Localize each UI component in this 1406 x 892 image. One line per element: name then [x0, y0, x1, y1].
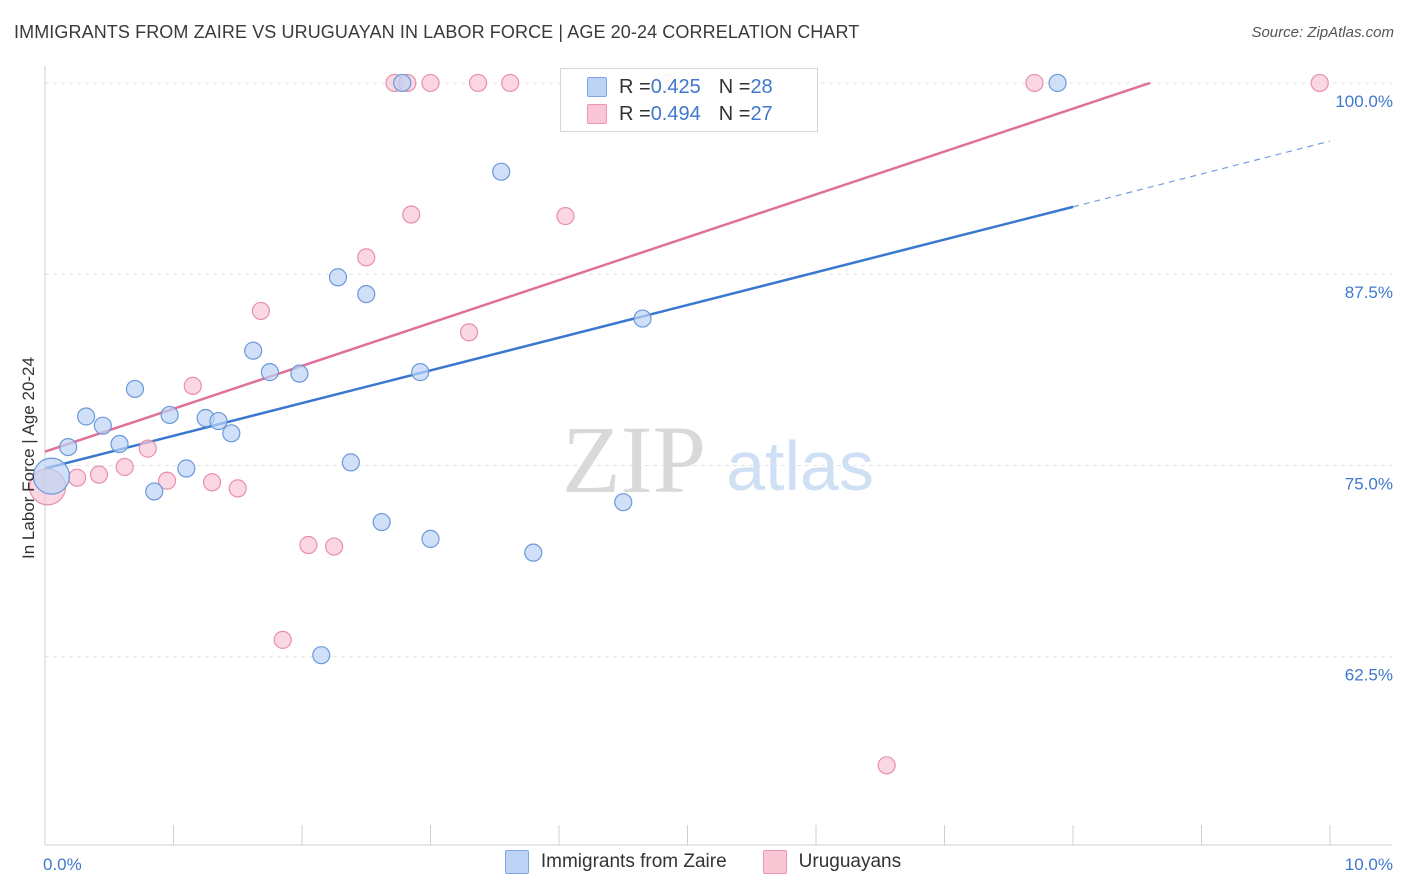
point-zaire: [312, 646, 331, 665]
point-uruguayans: [89, 465, 109, 484]
point-zaire: [357, 284, 376, 304]
point-zaire: [393, 73, 412, 93]
legend-item-uruguayans[interactable]: Uruguayans: [762, 850, 902, 874]
legend-swatch-pink: [762, 850, 787, 874]
series-legend: Immigrants from Zaire Uruguayans: [0, 850, 1406, 874]
point-zaire: [524, 543, 543, 562]
trend-line-zaire: [44, 205, 1074, 470]
point-zaire: [492, 162, 511, 181]
point-zaire: [411, 363, 430, 382]
point-uruguayans: [877, 756, 896, 775]
point-zaire: [290, 364, 309, 383]
point-zaire: [341, 453, 360, 472]
tick-labels: 62.5% 75.0% 87.5% 100.0% 0.0% 10.0%: [43, 92, 1393, 874]
point-zaire: [59, 437, 78, 457]
legend-label-uruguayans: Uruguayans: [798, 851, 902, 872]
point-zaire: [145, 482, 164, 501]
y-axis-label: In Labor Force | Age 20-24: [19, 357, 38, 559]
x-tick-label: 10.0%: [1345, 855, 1393, 874]
point-uruguayans: [115, 457, 134, 477]
point-uruguayans: [1310, 73, 1329, 93]
legend-n-label: N =: [718, 102, 751, 125]
legend-n-value: 28: [750, 75, 773, 98]
point-zaire: [633, 309, 652, 328]
point-uruguayans: [421, 73, 440, 93]
trend-line-uruguayans: [44, 81, 1151, 453]
gridlines: [45, 82, 1392, 658]
point-zaire: [244, 341, 263, 360]
legend-r-label: R =: [619, 102, 651, 125]
point-uruguayans: [402, 205, 421, 224]
legend-r-value: 0.425: [650, 75, 701, 98]
point-zaire: [125, 379, 145, 399]
legend-swatch-blue: [504, 850, 529, 874]
y-tick-label: 62.5%: [1345, 666, 1393, 685]
y-tick-label: 75.0%: [1345, 474, 1393, 493]
legend-row-uruguayans: R = 0.494 N = 27: [587, 100, 773, 128]
y-tick-label: 100.0%: [1335, 92, 1393, 111]
legend-r-value: 0.494: [650, 102, 701, 125]
x-tick-label: 0.0%: [43, 855, 82, 874]
correlation-legend: R = 0.425 N = 28 R = 0.494 N = 27: [560, 68, 818, 132]
legend-n-value: 27: [750, 102, 773, 125]
point-zaire: [260, 363, 279, 382]
y-tick-label: 87.5%: [1345, 283, 1393, 302]
point-uruguayans: [459, 323, 479, 342]
point-zaire: [32, 457, 71, 495]
point-zaire: [421, 529, 440, 548]
point-zaire: [177, 459, 196, 478]
legend-r-label: R =: [619, 75, 651, 98]
point-zaire: [77, 407, 96, 426]
legend-swatch-pink: [587, 104, 607, 124]
axes: [44, 66, 1392, 846]
point-uruguayans: [1025, 73, 1044, 93]
data-points: [28, 73, 1329, 775]
point-uruguayans: [501, 73, 520, 93]
point-zaire: [328, 268, 348, 287]
point-uruguayans: [157, 471, 177, 490]
legend-swatch-blue: [587, 77, 607, 97]
legend-label-zaire: Immigrants from Zaire: [540, 851, 727, 872]
point-zaire: [209, 411, 228, 431]
point-uruguayans: [299, 535, 318, 555]
chart-title: IMMIGRANTS FROM ZAIRE VS URUGUAYAN IN LA…: [14, 22, 860, 42]
point-zaire: [110, 434, 129, 454]
trend-line-zaire-extension: [1072, 140, 1331, 208]
legend-n-label: N =: [718, 75, 751, 98]
point-zaire: [1048, 73, 1067, 93]
point-uruguayans: [202, 473, 222, 492]
watermark: ZIP atlas: [562, 406, 874, 513]
point-uruguayans: [183, 376, 202, 395]
point-uruguayans: [251, 301, 270, 321]
point-uruguayans: [273, 630, 292, 649]
point-zaire: [372, 512, 391, 532]
point-uruguayans: [357, 248, 376, 267]
point-zaire: [160, 405, 179, 425]
point-uruguayans: [556, 206, 575, 226]
watermark-zip: ZIP: [562, 406, 706, 513]
point-uruguayans: [325, 537, 344, 556]
point-uruguayans: [68, 468, 87, 487]
legend-item-zaire[interactable]: Immigrants from Zaire: [504, 850, 727, 874]
point-zaire: [614, 493, 633, 512]
point-uruguayans: [138, 439, 157, 458]
point-uruguayans: [468, 73, 488, 93]
point-zaire: [93, 416, 112, 435]
legend-row-zaire: R = 0.425 N = 28: [587, 73, 773, 101]
point-zaire: [222, 424, 241, 443]
source-label: Source: ZipAtlas.com: [1251, 24, 1394, 41]
watermark-atlas: atlas: [726, 427, 874, 505]
point-uruguayans: [228, 479, 247, 498]
